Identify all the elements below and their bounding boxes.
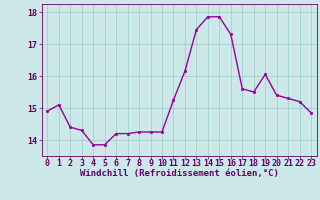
X-axis label: Windchill (Refroidissement éolien,°C): Windchill (Refroidissement éolien,°C) [80, 169, 279, 178]
